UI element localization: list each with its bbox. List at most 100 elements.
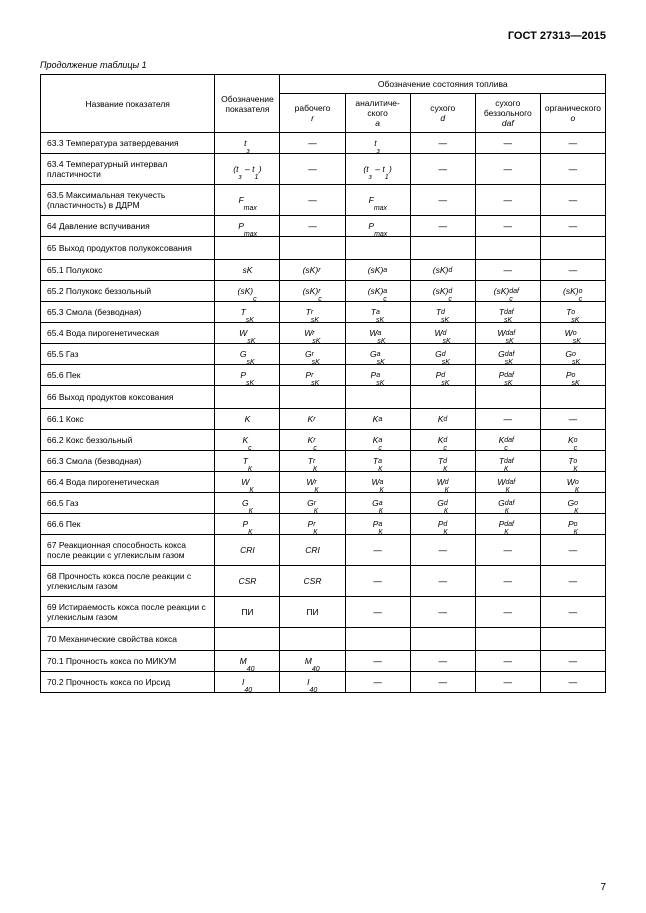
cell-symbol: GsK (215, 344, 280, 365)
cell-state: WosK (540, 323, 605, 344)
cell-symbol: TsK (215, 302, 280, 323)
table-row: 65.1 ПолукоксsK(sK)r(sK)a(sK)d—— (41, 260, 606, 281)
cell-symbol: WК (215, 472, 280, 493)
cell-state: CRI (280, 535, 345, 566)
table-row: 66.2 Кокс беззольныйKсKrсKaсKdсKdafсKoс (41, 430, 606, 451)
cell-state: ПИ (280, 597, 345, 628)
table-row: 65.6 ПекPsKPrsKPasKPdsKPdafsKPosK (41, 365, 606, 386)
table-caption: Продолжение таблицы 1 (40, 60, 606, 70)
cell-state: GasK (345, 344, 410, 365)
cell-symbol: Fmax (215, 185, 280, 216)
cell-name: 65.6 Пек (41, 365, 215, 386)
cell-name: 64 Давление вспучивания (41, 216, 215, 237)
table-row: 68 Прочность кокса после реакции с углек… (41, 566, 606, 597)
cell-state: — (280, 154, 345, 185)
indicators-table: Название показателя Обозначение показате… (40, 74, 606, 693)
cell-symbol: GК (215, 493, 280, 514)
cell-name: 65.5 Газ (41, 344, 215, 365)
cell-state: WrsK (280, 323, 345, 344)
cell-state: — (475, 597, 540, 628)
cell-state (345, 628, 410, 651)
cell-state: Kdс (410, 430, 475, 451)
cell-state (280, 628, 345, 651)
cell-state: WdsK (410, 323, 475, 344)
cell-symbol: (sK)с (215, 281, 280, 302)
cell-state: — (540, 154, 605, 185)
table-row: 64 Давление вспучиванияPmax—Pmax——— (41, 216, 606, 237)
cell-name: 66.3 Смола (безводная) (41, 451, 215, 472)
cell-state: PoК (540, 514, 605, 535)
table-row: 66.5 ГазGКGrКGaКGdКGdafКGoК (41, 493, 606, 514)
cell-state: WoК (540, 472, 605, 493)
cell-state: M40 (280, 651, 345, 672)
cell-state: Koс (540, 430, 605, 451)
cell-state: (sK)r (280, 260, 345, 281)
cell-symbol: PК (215, 514, 280, 535)
cell-state (475, 386, 540, 409)
cell-state: (sK)oс (540, 281, 605, 302)
table-row: 70.2 Прочность кокса по ИрсидI40I40———— (41, 672, 606, 693)
cell-state: (sK)rс (280, 281, 345, 302)
cell-state (345, 386, 410, 409)
cell-state (475, 237, 540, 260)
table-row: 65.5 ГазGsKGrsKGasKGdsKGdafsKGosK (41, 344, 606, 365)
cell-state (410, 237, 475, 260)
cell-state: GrsK (280, 344, 345, 365)
cell-state: GoК (540, 493, 605, 514)
cell-state: — (345, 535, 410, 566)
table-row: 63.5 Максимальная текучесть (пластичност… (41, 185, 606, 216)
cell-name: 67 Реакционная способность кокса после р… (41, 535, 215, 566)
cell-state: GaК (345, 493, 410, 514)
cell-state: — (410, 566, 475, 597)
cell-state: — (540, 566, 605, 597)
th-name: Название показателя (41, 75, 215, 133)
cell-state: GdК (410, 493, 475, 514)
cell-symbol (215, 237, 280, 260)
cell-state: TdsK (410, 302, 475, 323)
cell-name: 68 Прочность кокса после реакции с углек… (41, 566, 215, 597)
table-row: 65.4 Вода пирогенетическаяWsKWrsKWasKWds… (41, 323, 606, 344)
cell-state: — (475, 651, 540, 672)
table-row: 66.1 КоксKKrKaKd—— (41, 409, 606, 430)
cell-name: 66.4 Вода пирогенетическая (41, 472, 215, 493)
cell-state: GdafsK (475, 344, 540, 365)
cell-state: — (475, 154, 540, 185)
cell-symbol: K (215, 409, 280, 430)
cell-name: 66.5 Газ (41, 493, 215, 514)
cell-state: — (540, 651, 605, 672)
cell-state: — (540, 672, 605, 693)
cell-state: Kaс (345, 430, 410, 451)
cell-state: GrК (280, 493, 345, 514)
th-state-group: Обозначение состояния топлива (280, 75, 606, 94)
cell-state: CSR (280, 566, 345, 597)
cell-name: 70.2 Прочность кокса по Ирсид (41, 672, 215, 693)
cell-state: — (410, 185, 475, 216)
cell-state: — (475, 672, 540, 693)
cell-symbol: PsK (215, 365, 280, 386)
cell-symbol: TК (215, 451, 280, 472)
cell-state: WdafК (475, 472, 540, 493)
table-row: 66 Выход продуктов коксования (41, 386, 606, 409)
cell-name: 65.4 Вода пирогенетическая (41, 323, 215, 344)
cell-symbol (215, 386, 280, 409)
table-row: 63.3 Температура затвердеванияtз—tз——— (41, 133, 606, 154)
cell-name: 65.2 Полукокс беззольный (41, 281, 215, 302)
cell-state: — (540, 216, 605, 237)
cell-state: WasK (345, 323, 410, 344)
cell-state: — (280, 133, 345, 154)
cell-name: 66.1 Кокс (41, 409, 215, 430)
cell-state: (sK)dafс (475, 281, 540, 302)
cell-state: (sK)aс (345, 281, 410, 302)
cell-state: — (540, 535, 605, 566)
cell-state: — (345, 566, 410, 597)
th-state: сухого беззольногоdaf (475, 94, 540, 133)
cell-state (410, 628, 475, 651)
cell-symbol: tз (215, 133, 280, 154)
table-row: 67 Реакционная способность кокса после р… (41, 535, 606, 566)
cell-symbol: I40 (215, 672, 280, 693)
cell-state: WrК (280, 472, 345, 493)
cell-state (540, 628, 605, 651)
cell-state: — (475, 216, 540, 237)
table-row: 66.4 Вода пирогенетическаяWКWrКWaКWdКWda… (41, 472, 606, 493)
cell-state: — (410, 133, 475, 154)
